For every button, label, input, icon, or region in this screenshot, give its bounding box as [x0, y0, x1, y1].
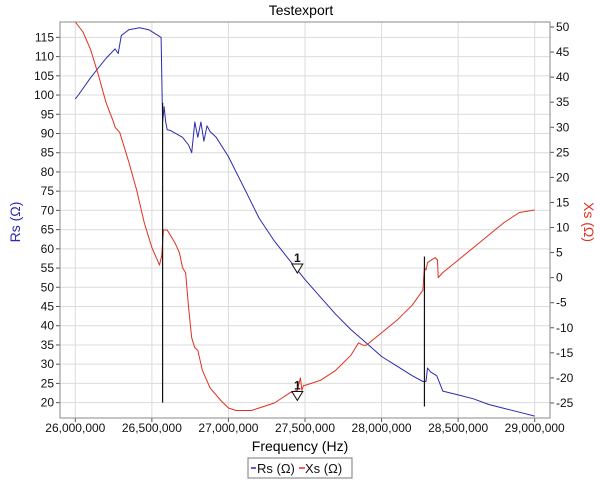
y-right-tick-label: 10 [556, 221, 570, 235]
plot-data [74, 21, 535, 417]
y-right-tick-label: 25 [556, 145, 570, 159]
y-left-tick-label: 55 [41, 261, 55, 275]
y-left-tick-label: 70 [41, 203, 55, 217]
y-axis-left-title: Rs (Ω) [7, 202, 23, 243]
y-left-tick-label: 30 [41, 357, 55, 371]
axes: 26,000,000 26,500,000 27,000,000 27,500,000… [34, 20, 574, 435]
y-left-tick-label: 80 [41, 165, 55, 179]
chart-title: Testexport [269, 2, 334, 18]
y-left-tick-label: 95 [41, 107, 55, 121]
marker-label: 1 [294, 251, 301, 265]
y-left-tick-label: 115 [35, 30, 54, 44]
y-left-tick-label: 45 [41, 300, 55, 314]
y-right-tick-label: 15 [556, 195, 570, 209]
marker-label: 1 [294, 378, 301, 392]
y-right-tick-label: -15 [556, 346, 574, 360]
y-right-tick-label: -25 [556, 396, 574, 410]
y-right-tick-label: 35 [556, 95, 570, 109]
y-left-tick-label: 110 [35, 50, 54, 64]
x-tick-label: 28,500,000 [428, 421, 488, 435]
y-left-tick-label: 75 [41, 184, 55, 198]
x-tick-label: 27,500,000 [275, 421, 335, 435]
annotations: 11 [290, 251, 304, 402]
y-axis-right-title: Xs (Ω) [581, 202, 597, 242]
legend-xs-label: Xs (Ω) [305, 461, 342, 476]
y-left-tick-label: 85 [41, 146, 55, 160]
x-axis-title: Frequency (Hz) [252, 438, 348, 454]
y-left-tick-label: 35 [41, 338, 55, 352]
series-line-rs [74, 27, 535, 417]
grid [60, 22, 550, 418]
y-right-tick-label: -10 [556, 321, 574, 335]
y-right-tick-label: -20 [556, 371, 574, 385]
y-right-tick-label: 0 [556, 271, 563, 285]
x-tick-label: 26,000,000 [45, 421, 105, 435]
y-left-tick-label: 40 [41, 319, 55, 333]
y-right-tick-label: 45 [556, 45, 570, 59]
y-left-tick-label: 60 [41, 242, 55, 256]
y-right-tick-label: 5 [556, 246, 563, 260]
y-left-tick-label: 105 [34, 69, 54, 83]
legend[interactable]: Rs (Ω) Xs (Ω) [247, 457, 353, 479]
x-tick-label: 26,500,000 [122, 421, 182, 435]
y-left-tick-label: 20 [41, 396, 55, 410]
y-right-tick-label: 40 [556, 70, 570, 84]
y-left-tick-label: 100 [34, 88, 54, 102]
y-left-tick-label: 25 [41, 376, 55, 390]
y-right-tick-label: 30 [556, 120, 570, 134]
y-right-tick-label: 20 [556, 170, 570, 184]
y-left-tick-label: 65 [41, 223, 55, 237]
series-line-xs [74, 21, 535, 411]
x-tick-label: 28,000,000 [352, 421, 412, 435]
y-left-tick-label: 50 [41, 280, 55, 294]
marker-triangle [290, 390, 304, 402]
y-right-tick-label: 50 [556, 20, 570, 34]
x-tick-label: 27,000,000 [198, 421, 258, 435]
y-left-tick-label: 90 [41, 126, 55, 140]
marker-triangle [290, 263, 304, 275]
legend-rs-label: Rs (Ω) [257, 461, 295, 476]
y-right-tick-label: -5 [556, 296, 567, 310]
plot-frame [59, 21, 551, 419]
vertical-markers [161, 102, 426, 407]
x-tick-label: 29,000,000 [505, 421, 565, 435]
